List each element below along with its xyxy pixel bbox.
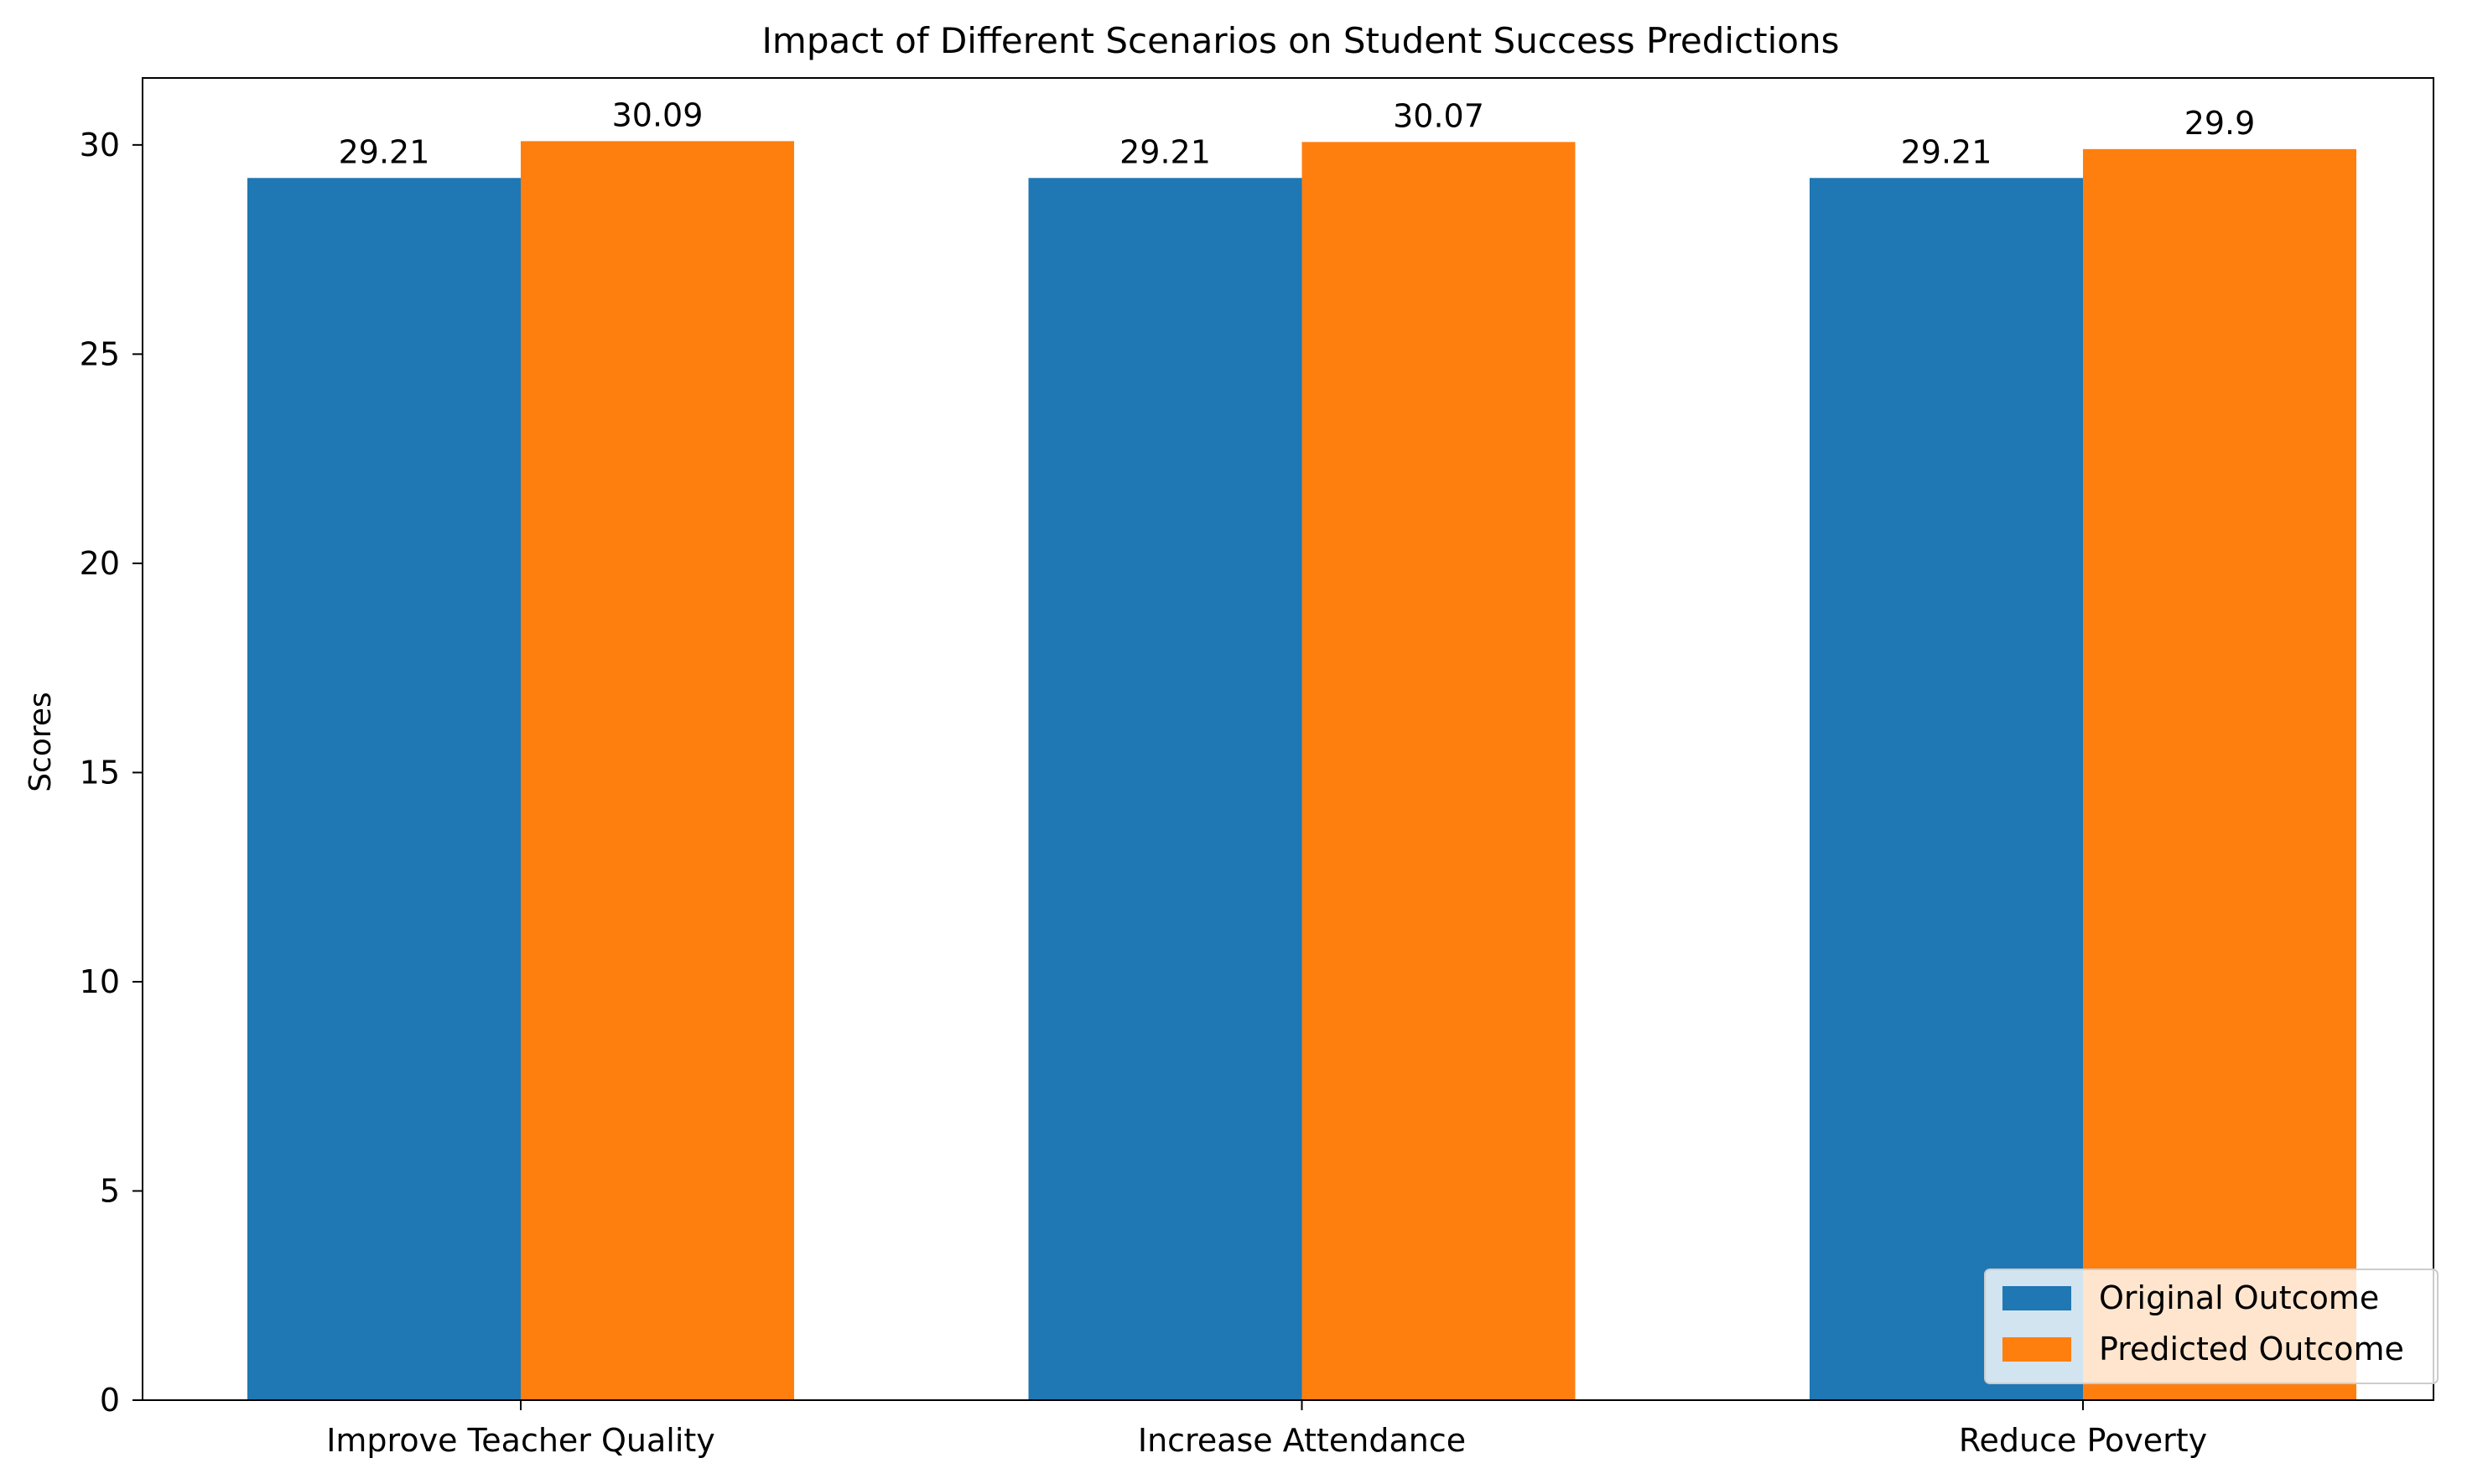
chart-title: Impact of Different Scenarios on Student… xyxy=(762,20,1840,61)
y-tick-label: 5 xyxy=(100,1172,120,1209)
bar-original xyxy=(1810,178,2083,1401)
x-tick-label: Improve Teacher Quality xyxy=(326,1422,715,1459)
y-axis: 0 5 10 15 20 25 30 xyxy=(80,127,143,1419)
x-tick-label: Increase Attendance xyxy=(1138,1422,1466,1459)
bars-layer xyxy=(247,141,2356,1401)
legend-swatch-predicted xyxy=(2002,1337,2071,1362)
legend: Original Outcome Predicted Outcome xyxy=(1984,1269,2439,1384)
y-tick-label: 0 xyxy=(100,1382,120,1419)
y-tick-label: 10 xyxy=(80,963,120,1000)
y-tick-label: 25 xyxy=(80,335,120,372)
bar-original xyxy=(1028,178,1302,1401)
y-axis-label: Scores xyxy=(23,692,58,792)
y-tick-label: 30 xyxy=(80,127,120,163)
bar-value-label: 29.21 xyxy=(339,133,430,170)
bar-value-label: 29.21 xyxy=(1119,133,1211,170)
x-axis: Improve Teacher Quality Increase Attendan… xyxy=(326,1400,2207,1459)
bar-value-label: 29.21 xyxy=(1901,133,1992,170)
bar-predicted xyxy=(521,141,794,1400)
bar-original xyxy=(247,178,521,1401)
legend-box xyxy=(1984,1269,2439,1384)
plot-frame xyxy=(142,77,2434,1401)
bar-predicted xyxy=(1301,142,1576,1401)
legend-label-predicted: Predicted Outcome xyxy=(2099,1331,2404,1367)
x-tick-label: Reduce Poverty xyxy=(1959,1422,2207,1459)
bar-value-label: 30.07 xyxy=(1393,97,1484,134)
bar-value-label: 29.9 xyxy=(2184,105,2256,142)
y-tick-label: 15 xyxy=(80,754,120,791)
bar-predicted xyxy=(2083,148,2356,1400)
legend-label-original: Original Outcome xyxy=(2099,1279,2379,1316)
bar-value-label: 30.09 xyxy=(612,96,704,133)
legend-swatch-original xyxy=(2002,1286,2071,1310)
bar-labels-layer: 29.21 29.21 29.21 30.09 30.07 29.9 xyxy=(339,96,2256,170)
y-tick-label: 20 xyxy=(80,545,120,582)
